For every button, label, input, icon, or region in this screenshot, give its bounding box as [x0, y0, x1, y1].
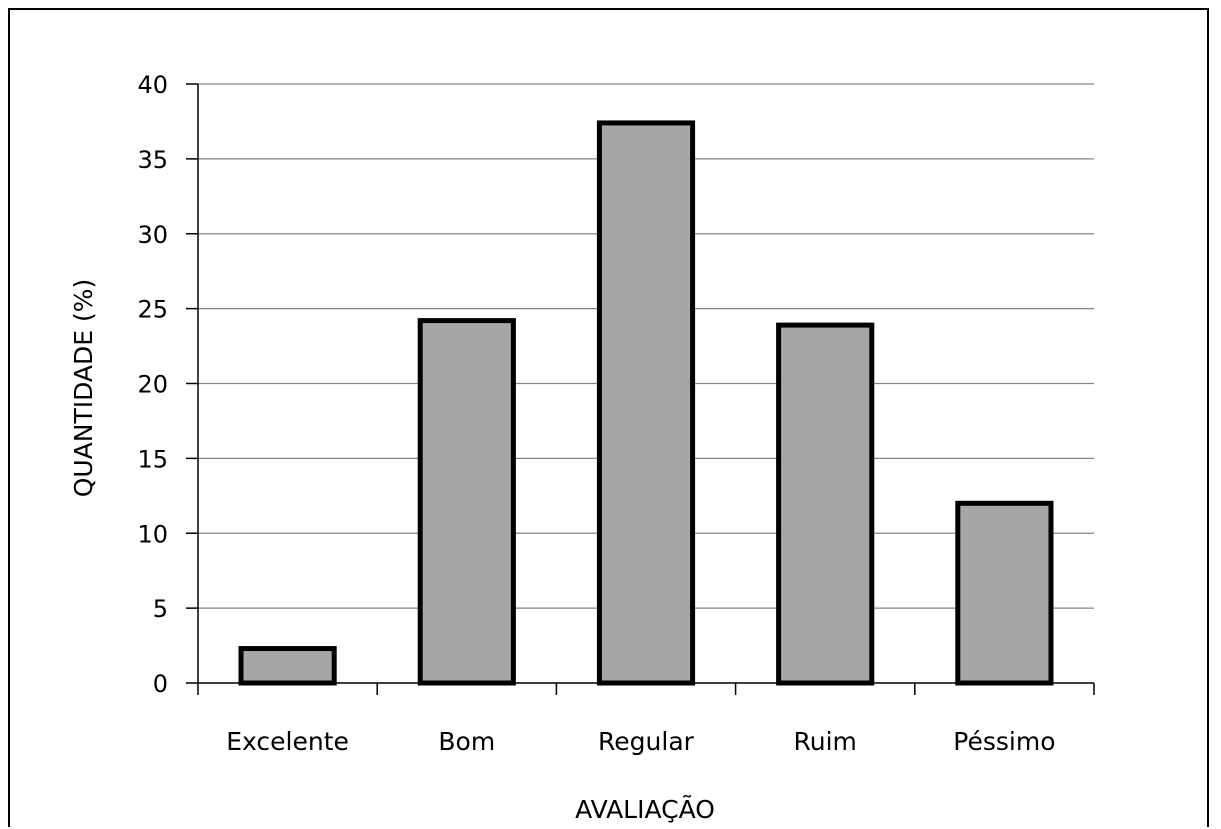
y-tick-label-0: 0	[153, 670, 168, 698]
y-tick-label-25: 25	[137, 296, 168, 324]
x-tick-label-péssimo: Péssimo	[953, 727, 1055, 756]
x-axis-title: AVALIAÇÃO	[575, 794, 715, 824]
x-tick-labels: Excelente Bom Regular Ruim Péssimo	[226, 727, 1055, 756]
y-axis-title: QUANTIDADE (%)	[69, 279, 98, 498]
x-tick-label-ruim: Ruim	[793, 727, 856, 756]
y-tick-label-20: 20	[137, 371, 168, 399]
y-tick-label-40: 40	[137, 71, 168, 99]
y-tick-label-35: 35	[137, 146, 168, 174]
y-tick-label-5: 5	[153, 595, 168, 623]
bar-bom	[417, 318, 516, 686]
x-tick-label-excelente: Excelente	[226, 727, 349, 756]
x-tick-label-bom: Bom	[438, 727, 495, 756]
y-tick-label-30: 30	[137, 221, 168, 249]
y-tick-labels: 0 5 10 15 20 25 30 35 40	[137, 71, 168, 698]
x-tick-label-regular: Regular	[598, 727, 695, 756]
y-tick-label-10: 10	[137, 520, 168, 548]
y-tick-label-15: 15	[137, 445, 168, 473]
bar-regular	[596, 120, 696, 686]
bar-ruim	[776, 322, 875, 686]
axes	[186, 83, 1095, 695]
bar-péssimo	[955, 500, 1054, 686]
bars	[238, 120, 1054, 686]
bar-excelente	[238, 646, 337, 686]
